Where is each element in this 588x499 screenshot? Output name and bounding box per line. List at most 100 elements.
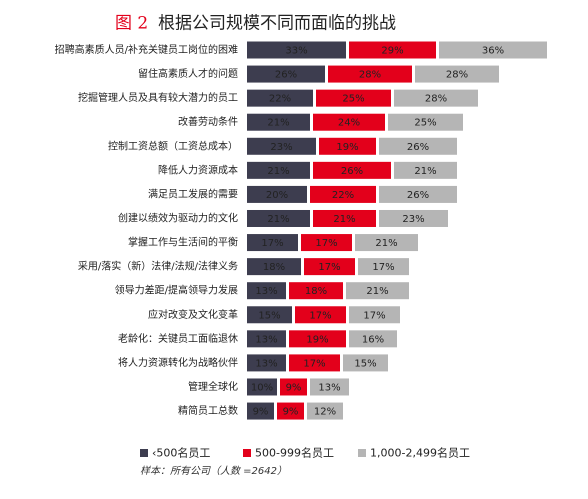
figure-label: 图 2 <box>115 14 148 34</box>
category-label: 领导力差距/提高领导力发展 <box>115 284 238 297</box>
value-label: 18% <box>263 262 285 273</box>
value-label: 28% <box>425 94 447 105</box>
value-label: 25% <box>342 94 364 105</box>
bar-segment <box>304 258 355 276</box>
category-label: 满足员工发展的需要 <box>148 187 238 200</box>
value-label: 13% <box>318 382 340 393</box>
value-label: 33% <box>285 46 307 57</box>
value-label: 9% <box>253 407 269 418</box>
value-label: 24% <box>338 118 360 129</box>
bar-segment <box>247 306 292 324</box>
value-label: 19% <box>306 334 328 345</box>
category-label: 将人力资源转化为战略伙伴 <box>118 356 238 369</box>
legend-label: 500-999名员工 <box>255 446 334 460</box>
bar-segment <box>247 41 346 59</box>
bar-segment <box>319 137 376 155</box>
bar-segment <box>247 137 316 155</box>
bar-segment <box>379 209 448 227</box>
legend-swatch <box>140 449 148 457</box>
value-label: 21% <box>267 214 289 225</box>
chart-title: 根据公司规模不同而面临的挑战 <box>158 14 396 34</box>
value-label: 9% <box>283 407 299 418</box>
bar-segment <box>379 185 457 203</box>
bar-segment <box>247 354 286 372</box>
bar-segment <box>313 209 376 227</box>
category-label: 降低人力资源成本 <box>158 163 238 176</box>
value-label: 23% <box>402 214 424 225</box>
value-label: 20% <box>266 190 288 201</box>
value-label: 26% <box>407 142 429 153</box>
value-label: 26% <box>341 166 363 177</box>
value-label: 21% <box>375 238 397 249</box>
bar-segment <box>343 354 388 372</box>
value-label: 28% <box>446 70 468 81</box>
value-label: 17% <box>309 310 331 321</box>
bar-segment <box>247 330 286 348</box>
value-label: 21% <box>333 214 355 225</box>
bar-segment <box>289 282 343 300</box>
value-label: 16% <box>362 334 384 345</box>
bar-segment <box>349 306 400 324</box>
value-label: 23% <box>270 142 292 153</box>
bar-segment <box>247 234 298 252</box>
value-label: 25% <box>414 118 436 129</box>
value-label: 17% <box>372 262 394 273</box>
category-label: 精简员工总数 <box>178 404 238 417</box>
bar-segment <box>415 65 499 83</box>
bar-segment <box>289 330 346 348</box>
bar-segment <box>280 378 307 396</box>
category-label: 老龄化：关键员工面临退休 <box>118 332 238 345</box>
category-label: 改善劳动条件 <box>178 115 238 128</box>
bar-segment <box>247 65 325 83</box>
bar-segment <box>349 41 436 59</box>
bar-segment <box>301 234 352 252</box>
value-label: 26% <box>275 70 297 81</box>
bar-segment <box>247 113 310 131</box>
bar-segment <box>346 282 409 300</box>
bar-segment <box>439 41 547 59</box>
value-label: 17% <box>318 262 340 273</box>
category-label: 掌握工作与生活间的平衡 <box>128 236 238 249</box>
value-label: 26% <box>407 190 429 201</box>
value-label: 36% <box>482 46 504 57</box>
footnote: 样本：所有公司（人数 =2642） <box>140 465 287 477</box>
bar-segment <box>310 378 349 396</box>
value-label: 17% <box>261 238 283 249</box>
value-label: 21% <box>267 166 289 177</box>
bar-segment <box>247 378 277 396</box>
bar-segment <box>247 282 286 300</box>
bar-segment <box>358 258 409 276</box>
value-label: 15% <box>258 310 280 321</box>
bar-segment <box>394 89 478 107</box>
legend-label: ‹500名员工 <box>152 446 210 460</box>
category-label: 控制工资总额（工资总成本） <box>108 139 238 152</box>
value-label: 15% <box>354 358 376 369</box>
bar-segment <box>349 330 397 348</box>
value-label: 13% <box>255 334 277 345</box>
bar-segment <box>247 209 310 227</box>
bar-segment <box>394 161 457 179</box>
bar-segment <box>313 113 385 131</box>
bar-segment <box>316 89 391 107</box>
value-label: 13% <box>255 286 277 297</box>
bar-segment <box>295 306 346 324</box>
bar-segment <box>310 185 376 203</box>
category-label: 挖掘管理人员及具有较大潜力的员工 <box>78 91 238 104</box>
category-label: 应对改变及文化变革 <box>148 308 238 321</box>
bar-segment <box>247 185 307 203</box>
legend-label: 1,000-2,499名员工 <box>370 446 470 460</box>
value-label: 12% <box>314 407 336 418</box>
value-label: 22% <box>269 94 291 105</box>
bar-segment <box>247 161 310 179</box>
value-label: 29% <box>381 46 403 57</box>
bar-segment <box>313 161 391 179</box>
value-label: 21% <box>267 118 289 129</box>
bar-segment <box>307 402 343 420</box>
bar-segment <box>388 113 463 131</box>
bar-segment <box>277 402 304 420</box>
value-label: 17% <box>315 238 337 249</box>
value-label: 10% <box>251 382 273 393</box>
bar-segment <box>355 234 418 252</box>
bar-segment <box>247 89 313 107</box>
